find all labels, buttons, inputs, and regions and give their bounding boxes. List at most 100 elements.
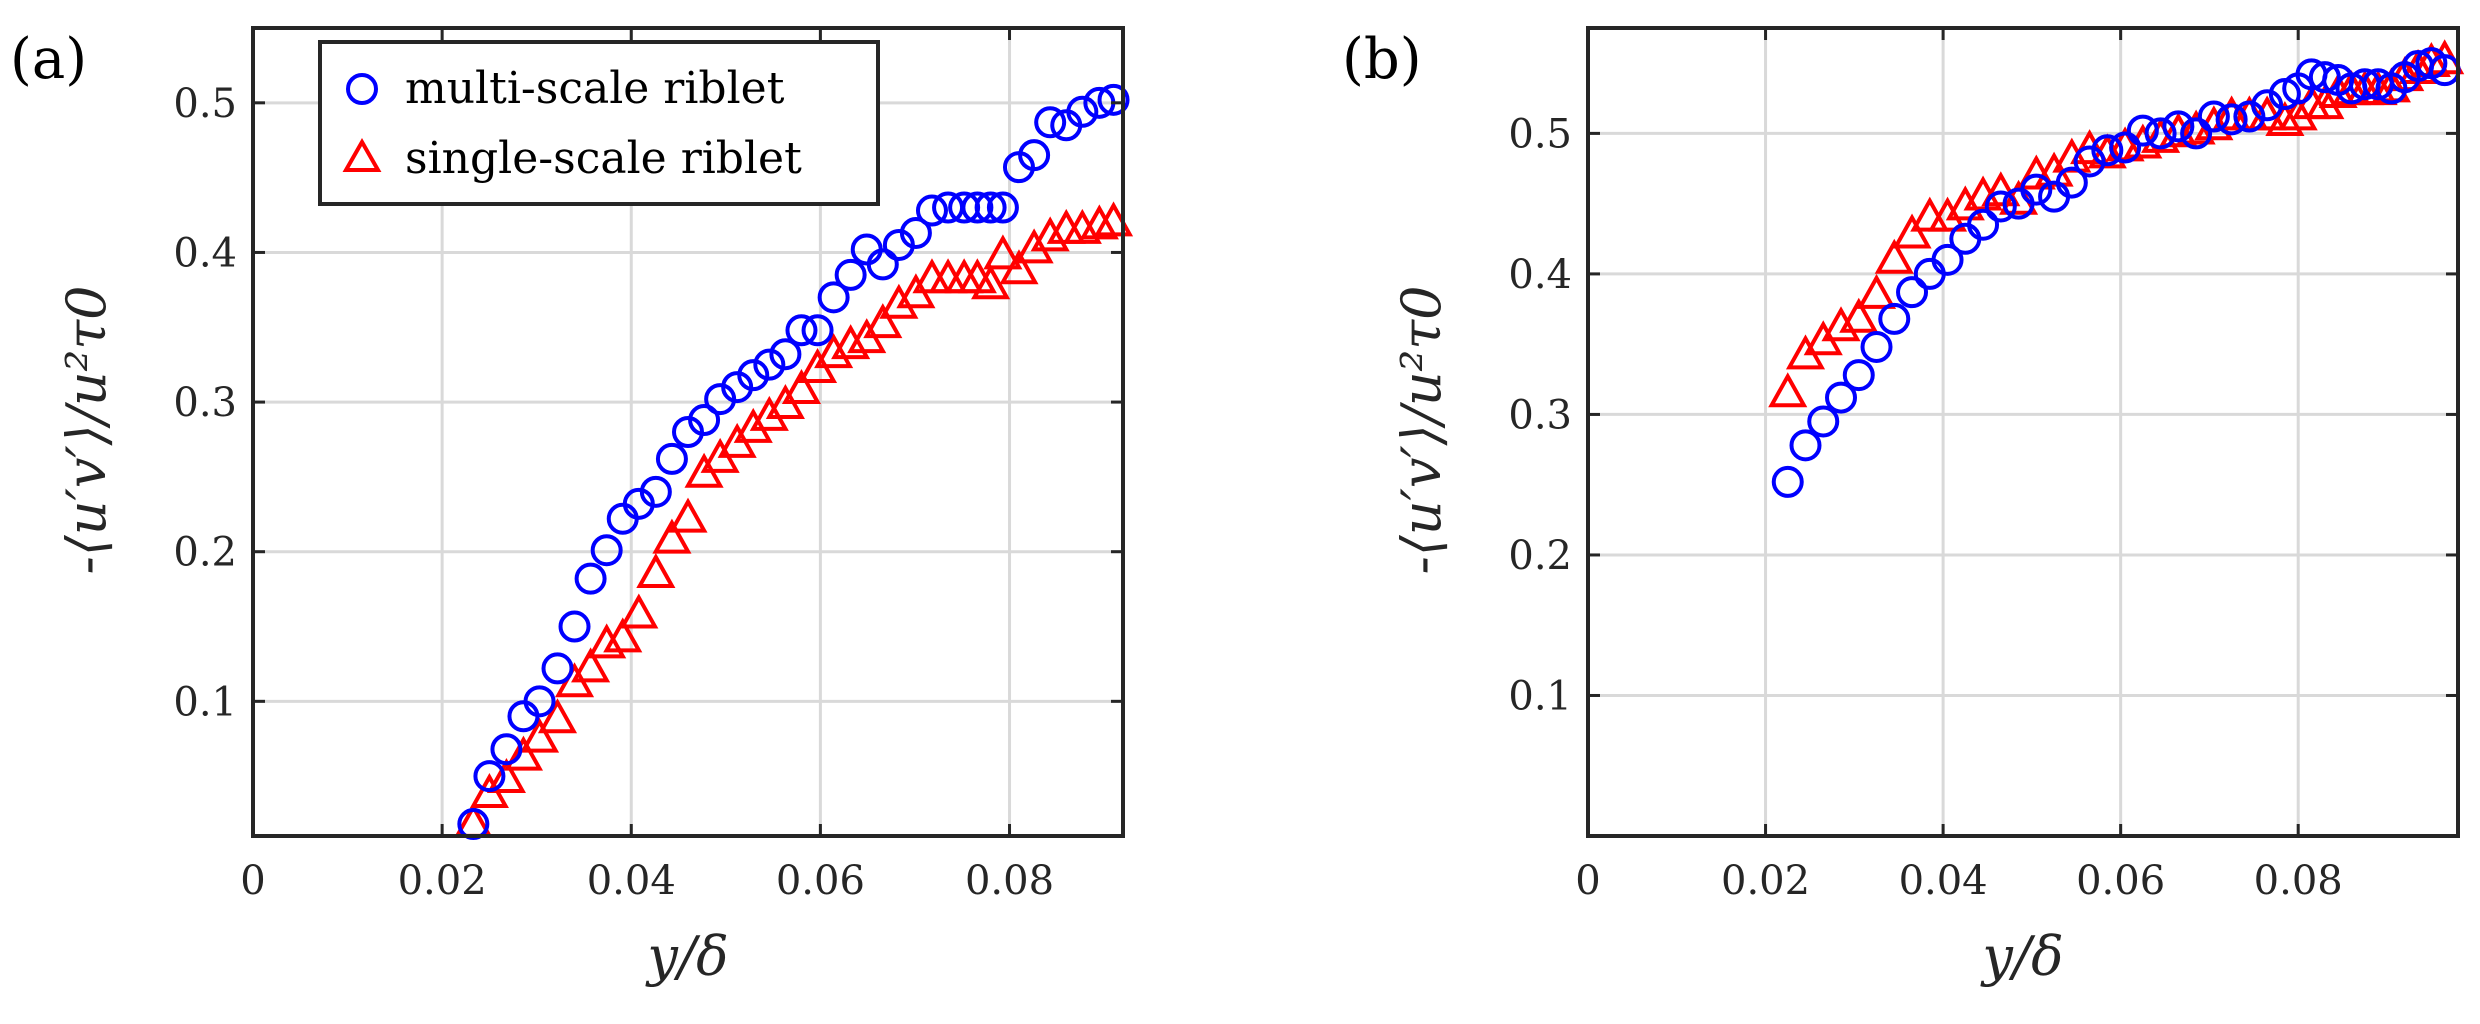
panel-a-point-multi-scale-riblet [899,216,932,249]
panel-b-point-multi-scale-riblet [2162,110,2195,143]
panel-b-point-multi-scale-riblet [1984,190,2017,223]
panel-a-ytick-label: 0.1 [173,679,237,725]
panel-b-point-multi-scale-riblet [2073,145,2106,178]
panel-b-point-single-scale-riblet [1945,185,1985,221]
panel-b-ytick-label: 0.3 [1508,392,1572,438]
panel-b-point-single-scale-riblet [1821,306,1861,342]
legend: multi-scale riblet single-scale riblet [318,40,880,206]
panel-a-ytick-label: 0.4 [173,230,237,276]
panel-a-point-multi-scale-riblet [961,191,994,224]
panel-a-point-multi-scale-riblet [866,248,899,281]
panel-b-point-single-scale-riblet [1874,238,1914,274]
panel-a-xtick-label: 0.02 [398,858,487,904]
panel-a-point-single-scale-riblet [619,593,659,629]
panel-a-point-multi-scale-riblet [1097,83,1130,116]
panel-a-axes-box [251,26,1125,838]
panel-a-point-multi-scale-riblet [590,534,623,567]
panel-a-point-multi-scale-riblet [655,442,688,475]
panel-a-point-single-scale-riblet [537,698,578,734]
panel-a-point-multi-scale-riblet [974,191,1007,224]
panel-a-point-multi-scale-riblet [541,652,574,685]
panel-b-point-single-scale-riblet [1768,372,1808,408]
panel-b-ticks: 0 0.02 0.04 0.06 0.08 0.1 0.2 0.3 0.4 0.5 [1508,28,2458,904]
panel-b-point-multi-scale-riblet [1825,381,1858,414]
panel-b-ylabel: -⟨u′v′⟩/u²τ0 [1390,285,1453,574]
panel-a-point-multi-scale-riblet [986,191,1019,224]
panel-a-xtick-label: 0.08 [965,858,1054,904]
panel-a-point-multi-scale-riblet [737,359,770,392]
panel-b-point-single-scale-riblet [1927,196,1968,232]
panel-a-ylabel: -⟨u′v′⟩/u²τ0 [55,285,118,574]
panel-b-point-multi-scale-riblet [2251,89,2284,122]
panel-b-point-multi-scale-riblet [2308,61,2341,94]
panel-b-point-multi-scale-riblet [1878,302,1911,335]
panel-b-point-single-scale-riblet [2278,95,2318,131]
panel-b-point-single-scale-riblet [1839,297,1879,333]
panel-a-point-single-scale-riblet [503,735,544,771]
panel-a-ytick-label: 0.5 [173,81,237,127]
panel-b-point-single-scale-riblet [2358,70,2398,106]
panel-a-xlabel: y/δ [645,925,728,988]
legend-box [318,40,880,206]
panel-b-point-multi-scale-riblet [1860,330,1893,363]
panel-b-point-multi-scale-riblet [2197,100,2230,133]
panel-b-point-multi-scale-riblet [2180,117,2213,150]
panel-a-point-multi-scale-riblet [490,733,523,766]
panel-b-point-multi-scale-riblet [1967,208,2000,241]
panel-a-point-multi-scale-riblet [801,314,834,347]
panel-b-point-multi-scale-riblet [2109,131,2142,164]
legend-label-single-scale: single-scale riblet [405,133,802,184]
panel-a-point-multi-scale-riblet [1018,139,1051,172]
panel-a-point-single-scale-riblet [863,303,903,339]
panel-a-point-single-scale-riblet [519,717,560,753]
panel-a-label: (a) [10,27,87,92]
panel-a-ytick-label: 0.3 [173,380,237,426]
panel-b-point-single-scale-riblet [1856,273,1897,309]
panel-b-point-single-scale-riblet [1892,213,1932,249]
panel-a-point-multi-scale-riblet [523,685,556,718]
panel-b-ytick-label: 0.1 [1508,673,1572,719]
panel-b-point-single-scale-riblet [2247,95,2287,131]
panel-a-point-single-scale-riblet [652,518,692,554]
panel-a: 0 0.02 0.04 0.06 0.08 0.1 0.2 0.3 0.4 0.5 (a) y/δ… [10,26,1134,988]
panel-a-point-single-scale-riblet [603,617,643,653]
panel-b-xtick-label: 0.04 [1899,858,1988,904]
panel-b-point-multi-scale-riblet [1842,359,1875,392]
panel-b: 0 0.02 0.04 0.06 0.08 0.1 0.2 0.3 0.4 0.5 (b) y/δ… [1342,26,2465,988]
panel-a-point-single-scale-riblet [587,623,627,659]
panel-a-point-multi-scale-riblet [785,314,818,347]
panel-a-point-multi-scale-riblet [639,475,672,508]
panel-b-xtick-label: 0.02 [1721,858,1810,904]
panel-b-point-multi-scale-riblet [2020,173,2053,206]
panel-a-point-single-scale-riblet [749,395,789,431]
panel-b-point-multi-scale-riblet [1931,243,1964,276]
panel-b-point-single-scale-riblet [2305,84,2345,120]
panel-a-point-multi-scale-riblet [1066,95,1099,128]
panel-a-point-single-scale-riblet [668,497,708,533]
panel-b-point-single-scale-riblet [2265,101,2305,137]
panel-b-xtick-label: 0.06 [2076,858,2165,904]
panel-b-label: (b) [1342,27,1422,92]
panel-a-ticks: 0 0.02 0.04 0.06 0.08 0.1 0.2 0.3 0.4 0.5 [173,28,1123,904]
panel-a-point-single-scale-riblet [1079,204,1119,240]
panel-a-point-single-scale-riblet [814,333,854,369]
panel-a-point-multi-scale-riblet [1034,106,1067,139]
panel-b-point-multi-scale-riblet [2215,103,2248,136]
legend-marker-single-scale [342,137,382,172]
panel-a-point-multi-scale-riblet [574,562,607,595]
panel-b-xtick-label: 0.08 [2254,858,2343,904]
panel-a-point-single-scale-riblet [831,324,871,360]
panel-a-point-single-scale-riblet [999,249,1039,285]
panel-a-point-single-scale-riblet [571,647,611,683]
panel-b-series [1768,39,2465,498]
panel-b-point-single-scale-riblet [2052,137,2092,173]
panel-b-point-multi-scale-riblet [2091,134,2124,167]
panel-a-xtick-label: 0.06 [776,858,865,904]
panel-a-point-multi-scale-riblet [473,760,506,793]
panel-b-ytick-label: 0.5 [1508,111,1572,157]
panel-b-point-multi-scale-riblet [2055,166,2088,199]
panel-b-point-multi-scale-riblet [2126,114,2159,147]
panel-a-point-multi-scale-riblet [558,610,591,643]
panel-b-axes-box [1586,26,2460,838]
panel-b-point-single-scale-riblet [2371,67,2411,103]
